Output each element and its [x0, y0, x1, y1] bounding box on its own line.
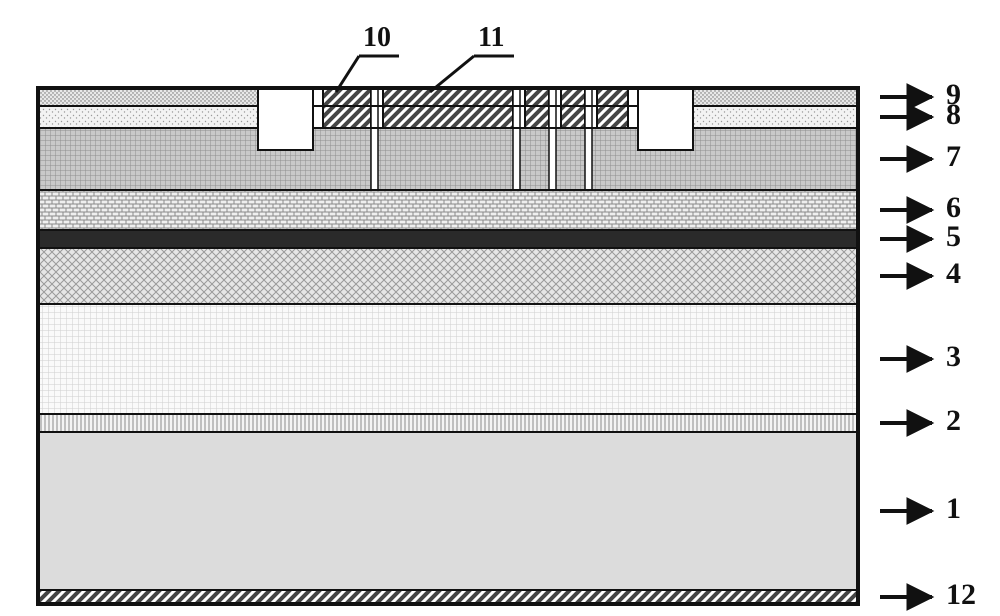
layer-stack	[38, 88, 858, 604]
right-arrows	[880, 97, 932, 597]
layer-label-4: 4	[946, 257, 961, 291]
layer-label-3: 3	[946, 340, 961, 374]
layer-label-7: 7	[946, 140, 961, 174]
callout-label-11: 11	[478, 22, 504, 54]
callout-label-10: 10	[363, 22, 391, 54]
layer-label-9: 9	[946, 78, 961, 112]
layer-label-1: 1	[946, 492, 961, 526]
layer-label-6: 6	[946, 191, 961, 225]
layer-label-2: 2	[946, 404, 961, 438]
layer-label-5: 5	[946, 220, 961, 254]
diagram-svg	[0, 0, 1000, 616]
diagram-container: 10 11 12123456789	[0, 0, 1000, 616]
layer-label-12: 12	[946, 578, 976, 612]
